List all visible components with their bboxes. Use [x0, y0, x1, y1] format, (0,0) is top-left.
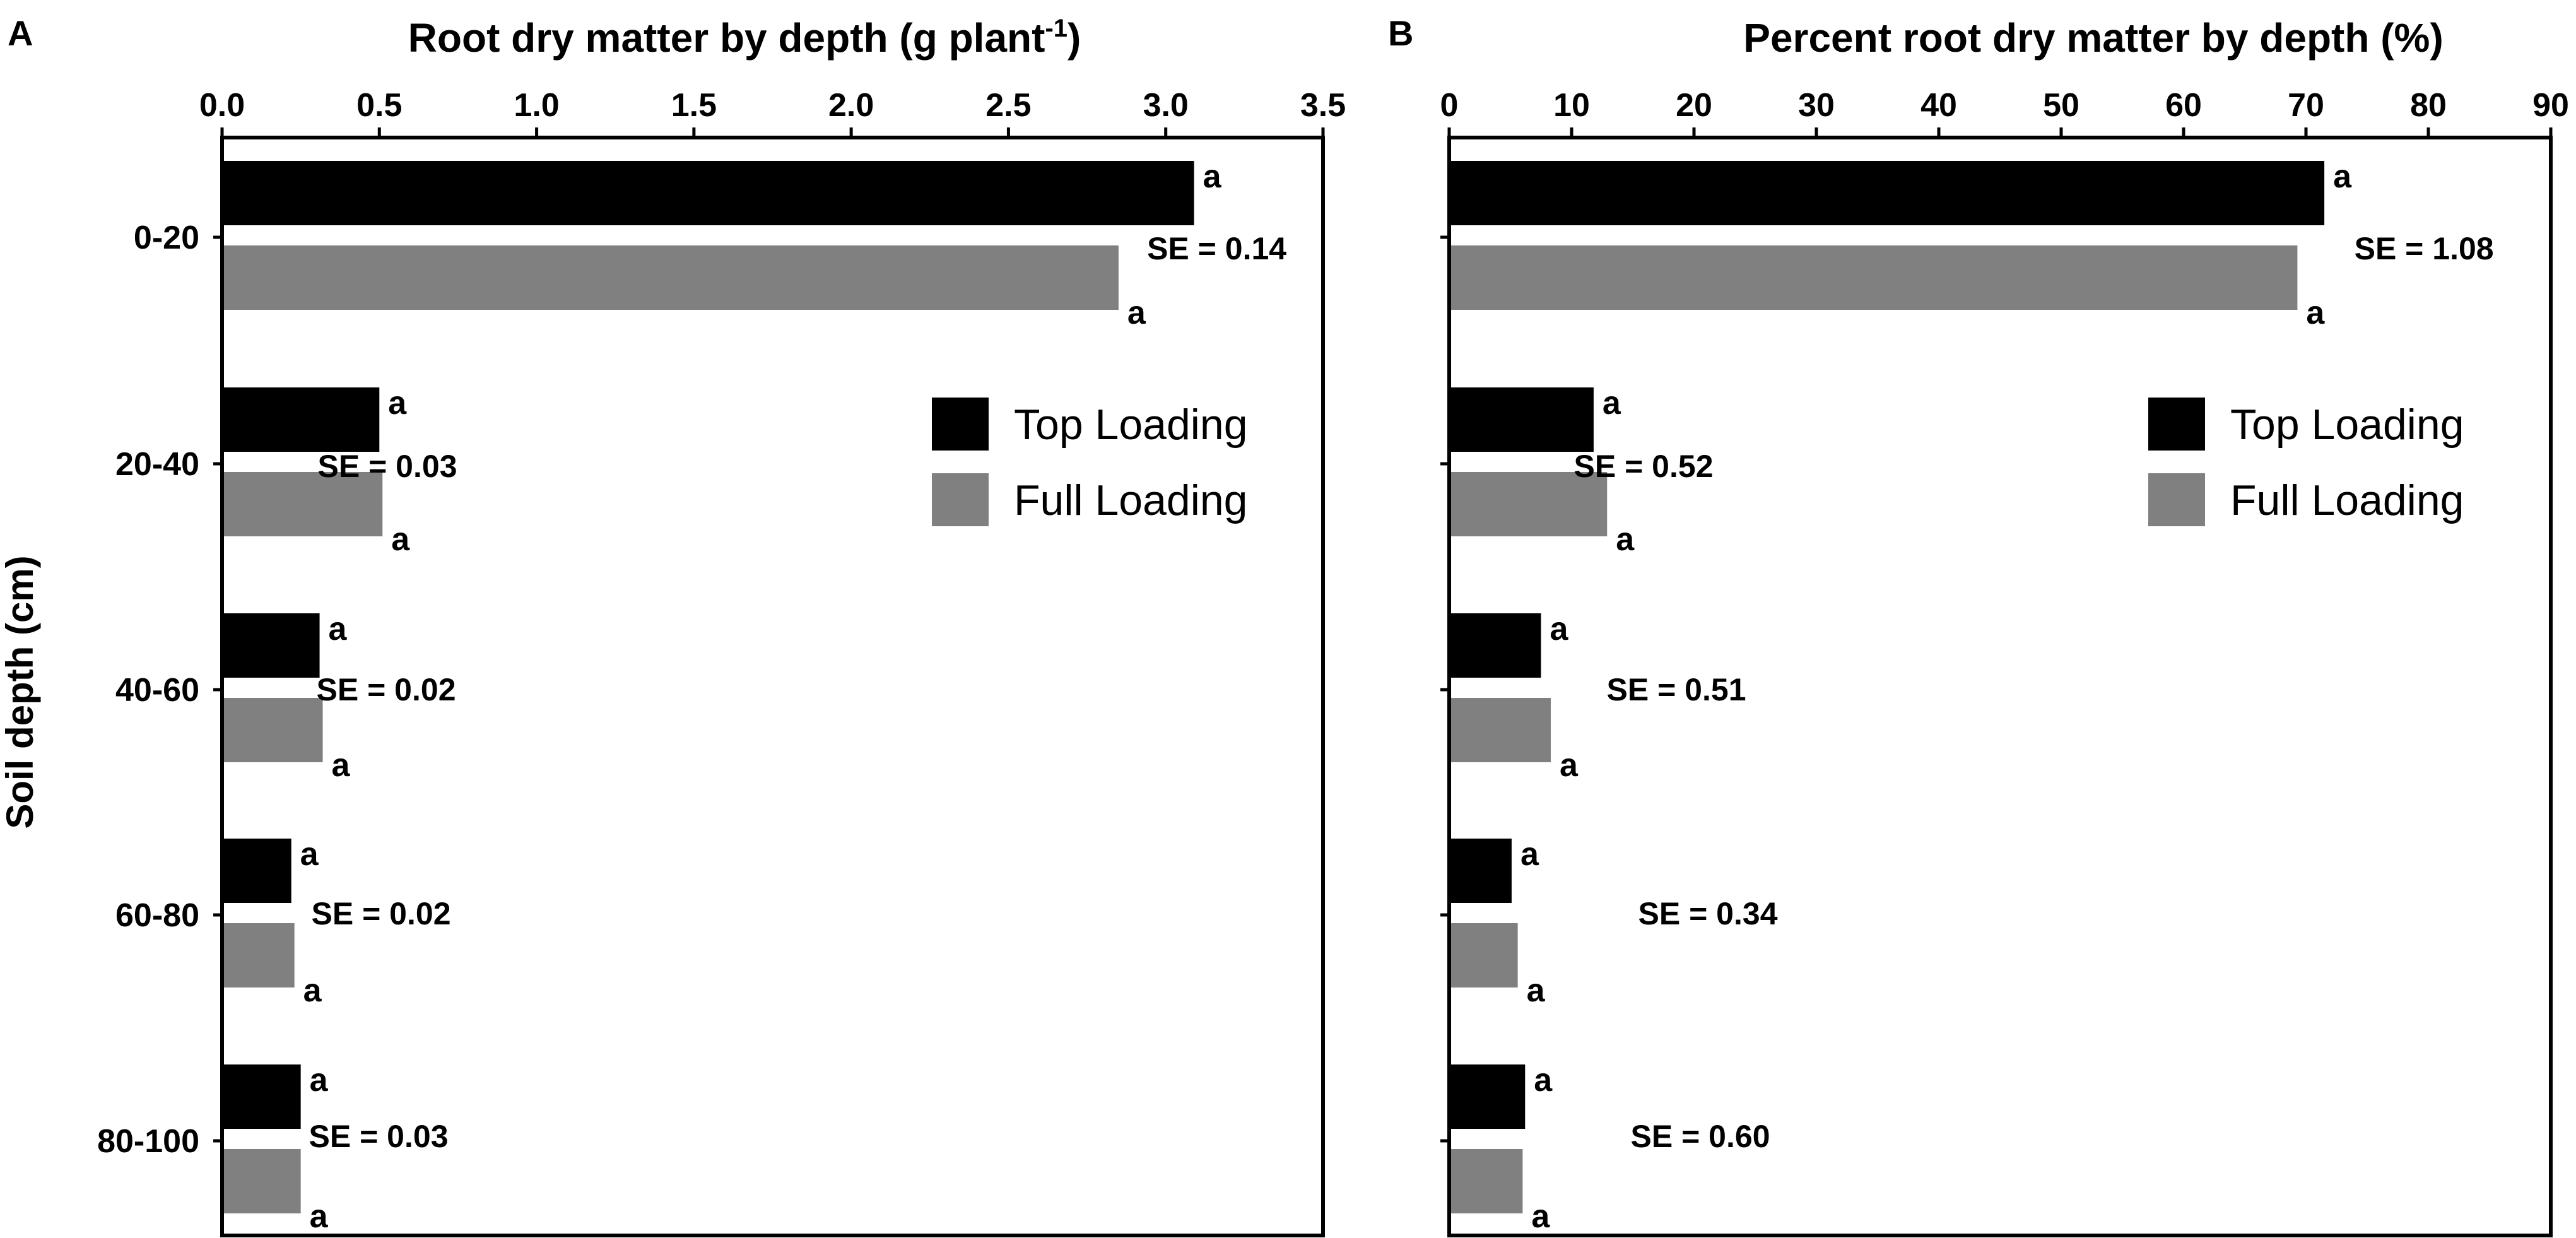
- x-tick-label: 20: [1676, 87, 1712, 124]
- significance-letter: a: [1560, 747, 1579, 784]
- se-label: SE = 0.03: [309, 1119, 449, 1154]
- significance-letter: a: [303, 972, 322, 1009]
- significance-letter: a: [329, 611, 348, 647]
- significance-letter: a: [1527, 972, 1546, 1009]
- se-label: SE = 0.14: [1147, 231, 1286, 266]
- x-tick-label: 80: [2410, 87, 2447, 124]
- significance-letter: a: [1520, 836, 1539, 873]
- panel-letter-B: B: [1388, 13, 1413, 53]
- bar-top-loading: [224, 613, 320, 678]
- significance-letter: a: [2333, 158, 2352, 195]
- significance-letter: a: [1616, 521, 1635, 558]
- bar-full-loading: [224, 1149, 301, 1213]
- se-label: SE = 0.52: [1574, 449, 1714, 484]
- se-label: SE = 0.60: [1631, 1119, 1770, 1154]
- x-tick-label: 70: [2288, 87, 2324, 124]
- y-tick-label: 20-40: [115, 446, 199, 483]
- bar-full-loading: [1451, 472, 1608, 536]
- panel-B: B Percent root dry matter by depth (%) 0 10…: [1388, 13, 2569, 1237]
- significance-letter: a: [300, 836, 319, 873]
- bar-full-loading: [1451, 1149, 1523, 1213]
- se-label: SE = 0.03: [318, 449, 457, 484]
- bar-top-loading: [1451, 1064, 1526, 1129]
- x-tick-label: 1.0: [514, 87, 559, 124]
- x-tick-label: 0: [1440, 87, 1459, 124]
- legend-label: Full Loading: [2230, 476, 2464, 524]
- bar-full-loading: [224, 472, 383, 536]
- significance-letter: a: [1603, 385, 1621, 422]
- se-label: SE = 0.02: [312, 896, 451, 931]
- bar-top-loading: [1451, 387, 1594, 452]
- bar-full-loading: [224, 698, 323, 762]
- significance-letter: a: [2306, 295, 2325, 331]
- bar-full-loading: [224, 923, 295, 987]
- bar-top-loading: [224, 1064, 301, 1129]
- legend-swatch: [2148, 473, 2205, 526]
- plot-frame: [1447, 136, 2553, 1237]
- se-label: SE = 0.02: [317, 672, 456, 707]
- significance-letter: a: [1531, 1198, 1550, 1235]
- x-tick-label: 40: [1920, 87, 1957, 124]
- x-tick-label: 10: [1553, 87, 1590, 124]
- bar-full-loading: [224, 245, 1119, 310]
- legend-label: Top Loading: [1014, 401, 1248, 449]
- x-tick-label: 30: [1798, 87, 1835, 124]
- y-tick-label: 80-100: [97, 1123, 199, 1160]
- significance-letter: a: [1550, 611, 1569, 647]
- panel-A: A Root dry matter by depth (g plant-1) 0.0…: [8, 13, 1346, 1237]
- bar-full-loading: [1451, 698, 1551, 762]
- significance-letter: a: [1203, 158, 1222, 195]
- bar-top-loading: [224, 161, 1194, 225]
- significance-letter: a: [1534, 1062, 1553, 1099]
- plot-frame: [220, 136, 1325, 1237]
- chart-title: Root dry matter by depth (g plant-1): [408, 15, 1081, 61]
- legend-swatch: [932, 473, 989, 526]
- x-tick-label: 50: [2043, 87, 2079, 124]
- se-label: SE = 1.08: [2355, 231, 2494, 266]
- legend-label: Top Loading: [2230, 401, 2464, 449]
- y-axis-title: Soil depth (cm): [0, 555, 41, 828]
- bar-full-loading: [1451, 923, 1518, 987]
- y-tick-label: 0-20: [134, 220, 199, 256]
- x-tick-label: 2.0: [828, 87, 874, 124]
- bar-top-loading: [224, 839, 291, 903]
- x-tick-label: 2.5: [985, 87, 1031, 124]
- bar-top-loading: [224, 387, 380, 452]
- significance-letter: a: [310, 1062, 329, 1099]
- legend-swatch: [932, 398, 989, 451]
- bar-full-loading: [1451, 245, 2298, 310]
- se-label: SE = 0.34: [1638, 896, 1778, 931]
- x-tick-label: 0.5: [356, 87, 402, 124]
- x-tick-label: 3.0: [1143, 87, 1189, 124]
- bar-top-loading: [1451, 613, 1541, 678]
- legend-swatch: [2148, 398, 2205, 451]
- se-label: SE = 0.51: [1607, 672, 1746, 707]
- bar-top-loading: [1451, 161, 2325, 225]
- bar-top-loading: [1451, 839, 1512, 903]
- legend-label: Full Loading: [1014, 476, 1247, 524]
- panel-letter-A: A: [8, 13, 33, 53]
- y-tick-label: 60-80: [115, 897, 199, 934]
- significance-letter: a: [332, 747, 351, 784]
- y-tick-label: 40-60: [115, 672, 199, 709]
- x-tick-label: 60: [2165, 87, 2202, 124]
- chart-title: Percent root dry matter by depth (%): [1743, 15, 2444, 61]
- x-tick-label: 1.5: [671, 87, 717, 124]
- significance-letter: a: [1127, 295, 1146, 331]
- significance-letter: a: [310, 1198, 329, 1235]
- significance-letter: a: [391, 521, 410, 558]
- significance-letter: a: [388, 385, 407, 422]
- x-tick-label: 3.5: [1300, 87, 1346, 124]
- x-tick-label: 0.0: [199, 87, 245, 124]
- x-tick-label: 90: [2532, 87, 2569, 124]
